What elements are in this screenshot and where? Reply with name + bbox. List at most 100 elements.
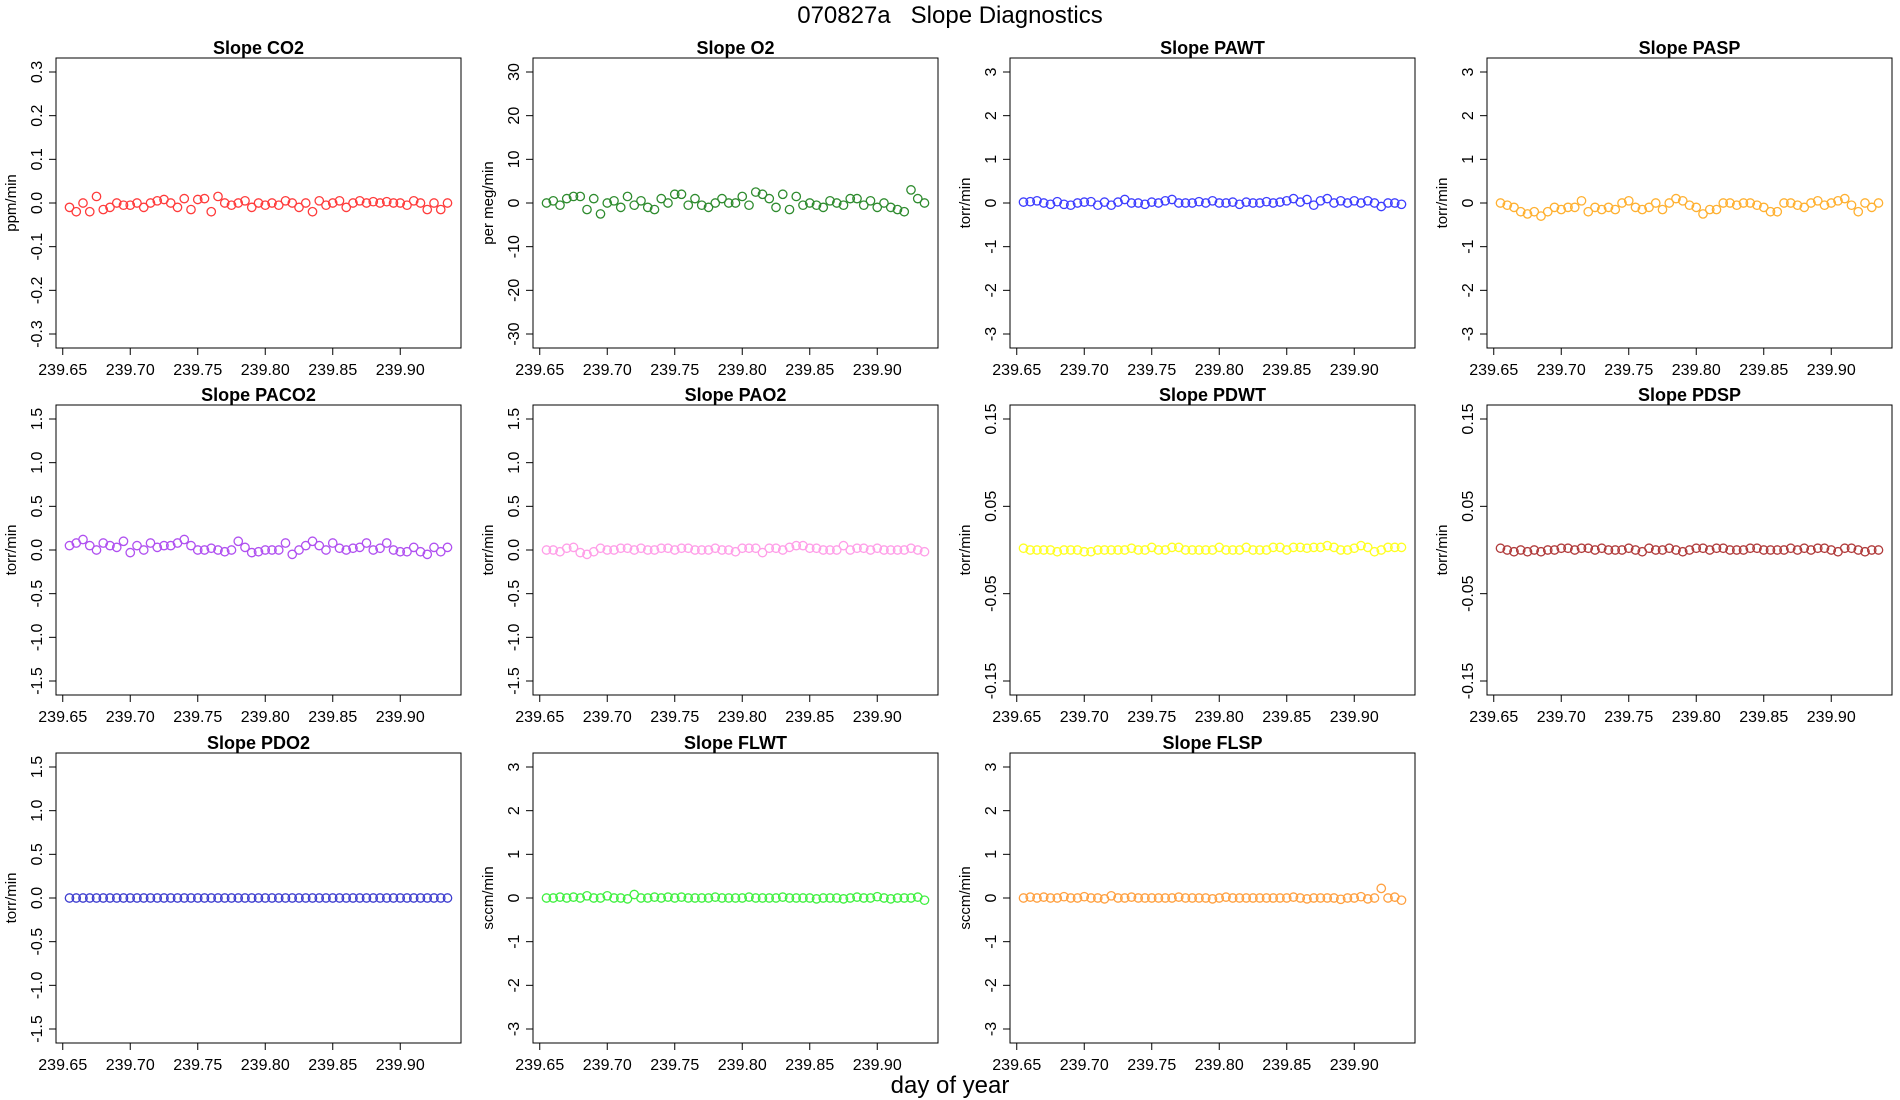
x-tick-label: 239.65 (992, 709, 1041, 726)
data-point (267, 545, 277, 555)
data-point (395, 546, 406, 557)
data-point (84, 540, 95, 551)
data-point (1846, 200, 1857, 211)
data-point (676, 543, 687, 554)
x-tick-label: 239.75 (1604, 362, 1653, 379)
data-point (1630, 202, 1641, 213)
data-point (1065, 545, 1076, 555)
data-point (1207, 195, 1218, 206)
data-point (159, 540, 169, 551)
y-tick-label: -1.5 (506, 667, 523, 695)
data-point (764, 543, 775, 554)
x-tick-label: 239.65 (1469, 709, 1518, 726)
data-point (300, 540, 311, 551)
x-tick-label: 239.90 (853, 709, 902, 726)
y-tick-label: 10 (506, 150, 523, 168)
x-tick-label: 239.90 (853, 1057, 902, 1074)
data-point (64, 540, 75, 551)
y-axis-label: torr/min (3, 525, 20, 576)
x-tick-label: 239.65 (992, 362, 1041, 379)
subplot-slope-pawt: Slope PAWT 239.65 239.70 239.75 239.80 239.85… (957, 38, 1416, 379)
data-point (656, 893, 667, 903)
data-point (1248, 893, 1258, 903)
data-point (1335, 195, 1346, 206)
data-point (1241, 893, 1252, 903)
data-point (750, 543, 761, 554)
data-point (561, 543, 572, 554)
data-point (1383, 198, 1393, 208)
y-tick-label: -3 (983, 1022, 1000, 1036)
data-point (852, 543, 862, 554)
y-tick-label: 1 (506, 850, 523, 859)
data-point (1187, 545, 1198, 555)
x-tick-label: 239.90 (1807, 362, 1856, 379)
data-point (703, 893, 714, 903)
data-point (125, 547, 136, 558)
data-point (381, 893, 392, 903)
data-point (1254, 545, 1265, 555)
x-tick-label: 239.85 (1262, 709, 1311, 726)
data-point (287, 198, 298, 208)
data-point (246, 547, 257, 558)
x-tick-label: 239.80 (718, 1057, 767, 1074)
data-point (1785, 198, 1796, 208)
data-point (78, 534, 88, 545)
plot-frame (1009, 57, 1416, 349)
data-point (1677, 546, 1688, 557)
data-point (852, 193, 862, 204)
data-point (1698, 209, 1708, 219)
x-tick-label: 239.65 (38, 1057, 87, 1074)
data-point (858, 543, 869, 554)
data-point (723, 893, 734, 903)
data-point (1086, 546, 1096, 557)
data-point (300, 198, 311, 208)
data-point (152, 195, 163, 206)
data-point (1556, 204, 1567, 215)
data-point (737, 543, 748, 554)
data-point (192, 194, 203, 205)
x-tick-label: 239.85 (308, 362, 357, 379)
data-point (1295, 542, 1306, 553)
data-point (1146, 542, 1157, 553)
data-point (1126, 892, 1137, 902)
data-point (354, 542, 365, 553)
data-point (1295, 197, 1306, 207)
data-point (1826, 198, 1837, 208)
data-point (825, 545, 835, 555)
data-point (1200, 545, 1211, 555)
data-point (1349, 543, 1360, 554)
x-tick-label: 239.70 (106, 362, 155, 379)
data-point (831, 545, 842, 555)
subplot-slope-pasp: Slope PASP 239.65 239.70 239.75 239.80 239.85… (1434, 38, 1893, 379)
data-point (1119, 545, 1130, 555)
data-point (1839, 193, 1850, 204)
data-point (1691, 543, 1702, 554)
data-point (1227, 545, 1238, 555)
data-point (1509, 202, 1519, 213)
y-axis-label: torr/min (957, 525, 974, 576)
y-tick-label: 0 (1460, 198, 1477, 207)
y-tick-label: -1 (506, 934, 523, 948)
data-point (1288, 542, 1299, 553)
data-point (575, 893, 586, 903)
data-point (615, 893, 626, 903)
data-point (1383, 542, 1393, 553)
y-axis-label: torr/min (3, 873, 20, 924)
data-point (381, 196, 392, 207)
data-point (91, 191, 102, 202)
data-point (273, 545, 284, 555)
y-tick-label: 1.0 (506, 451, 523, 473)
data-point (852, 892, 862, 902)
y-tick-label: 0.15 (983, 403, 1000, 434)
data-point (206, 543, 217, 554)
data-point (669, 545, 680, 555)
x-tick-label: 239.80 (1195, 362, 1244, 379)
data-point (683, 200, 694, 211)
data-point (1281, 195, 1292, 206)
data-point (1018, 543, 1029, 554)
data-point (690, 545, 700, 555)
data-point (1322, 893, 1333, 903)
data-point (683, 543, 694, 554)
data-point (368, 893, 379, 903)
